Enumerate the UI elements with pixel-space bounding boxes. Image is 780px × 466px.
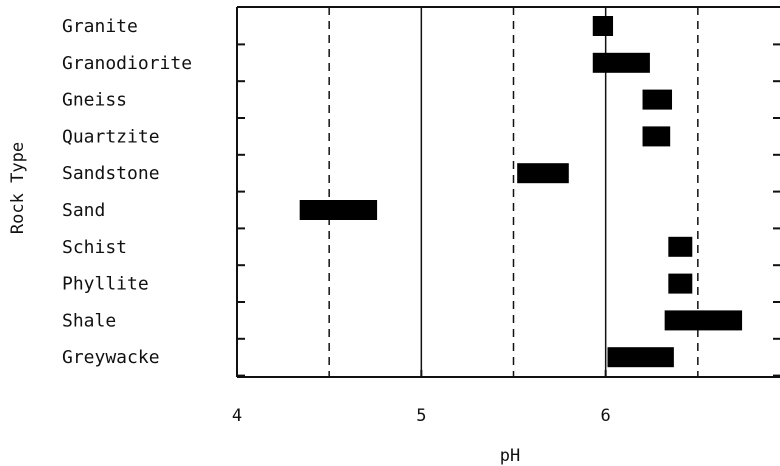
- x-axis-title: pH: [500, 446, 520, 466]
- range-bar: [593, 16, 613, 36]
- category-label: Granodiorite: [62, 53, 192, 74]
- category-label: Schist: [62, 237, 127, 258]
- category-labels: Granite Granodiorite Gneiss Quartzite Sandst…: [62, 16, 192, 368]
- x-tick-label: 6: [601, 406, 611, 426]
- range-bar: [300, 200, 377, 220]
- range-bar: [643, 90, 672, 110]
- range-bar: [668, 274, 692, 294]
- range-bar: [643, 126, 671, 146]
- category-label: Greywacke: [62, 347, 160, 368]
- range-bar: [608, 347, 674, 367]
- category-label: Granite: [62, 16, 138, 37]
- range-bar: [517, 163, 569, 183]
- x-tick-label: 4: [232, 406, 242, 426]
- range-bar: [593, 53, 650, 73]
- category-label: Gneiss: [62, 90, 127, 111]
- x-tick-labels: 4567: [232, 370, 780, 426]
- range-bar: [665, 310, 742, 330]
- category-label: Sandstone: [62, 163, 160, 184]
- x-tick-label: 5: [416, 406, 426, 426]
- category-label: Sand: [62, 200, 105, 221]
- y-axis-title: Rock Type: [8, 142, 28, 234]
- category-label: Shale: [62, 310, 116, 331]
- category-label: Quartzite: [62, 126, 160, 147]
- category-label: Phyllite: [62, 274, 149, 295]
- range-bar: [668, 237, 692, 257]
- range-bars: [300, 16, 742, 367]
